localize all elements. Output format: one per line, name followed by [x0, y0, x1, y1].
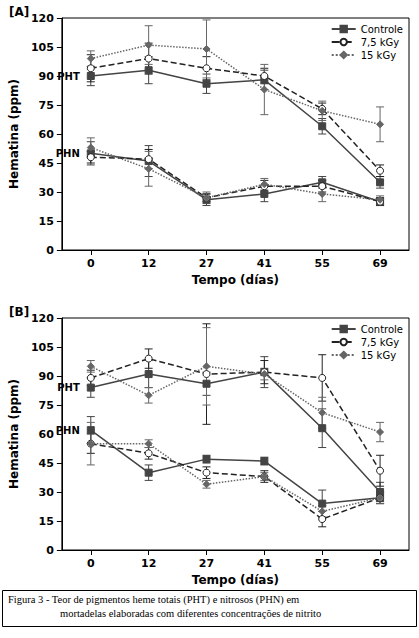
svg-text:30: 30 — [39, 186, 55, 199]
svg-text:Tempo (días): Tempo (días) — [192, 573, 279, 587]
svg-text:[A]: [A] — [9, 5, 29, 19]
svg-text:120: 120 — [31, 312, 54, 325]
svg-text:69: 69 — [372, 257, 387, 270]
svg-text:55: 55 — [315, 557, 330, 570]
svg-text:15 kGy: 15 kGy — [361, 50, 396, 61]
svg-text:41: 41 — [257, 557, 272, 570]
svg-text:75: 75 — [39, 399, 54, 412]
svg-text:41: 41 — [257, 257, 272, 270]
svg-text:0: 0 — [87, 257, 95, 270]
svg-text:PHN: PHN — [56, 148, 80, 159]
svg-text:0: 0 — [87, 557, 95, 570]
svg-text:Hematina (ppm): Hematina (ppm) — [7, 379, 21, 489]
svg-text:60: 60 — [39, 428, 55, 441]
svg-text:75: 75 — [39, 99, 54, 112]
svg-text:15 kGy: 15 kGy — [361, 350, 396, 361]
svg-text:mortadelas elaboradas com dife: mortadelas elaboradas com diferentes con… — [60, 608, 321, 619]
svg-text:45: 45 — [39, 157, 54, 170]
svg-text:105: 105 — [31, 341, 54, 354]
svg-text:PHT: PHT — [57, 71, 80, 82]
svg-text:PHT: PHT — [57, 382, 80, 393]
svg-text:7,5 kGy: 7,5 kGy — [361, 337, 400, 348]
svg-text:0: 0 — [46, 544, 54, 557]
svg-text:Tempo (días): Tempo (días) — [192, 273, 279, 287]
svg-text:105: 105 — [31, 41, 54, 54]
svg-text:69: 69 — [372, 557, 387, 570]
svg-text:7,5 kGy: 7,5 kGy — [361, 37, 400, 48]
svg-text:12: 12 — [141, 257, 156, 270]
svg-text:60: 60 — [39, 128, 55, 141]
svg-text:90: 90 — [39, 370, 55, 383]
svg-text:90: 90 — [39, 70, 55, 83]
svg-text:[B]: [B] — [9, 305, 29, 319]
svg-text:120: 120 — [31, 12, 54, 25]
svg-text:Figura 3 - Teor de pigmentos h: Figura 3 - Teor de pigmentos heme totais… — [8, 594, 299, 606]
svg-text:27: 27 — [199, 557, 214, 570]
svg-text:55: 55 — [315, 257, 330, 270]
svg-text:12: 12 — [141, 557, 156, 570]
svg-text:Controle: Controle — [361, 324, 403, 335]
svg-text:15: 15 — [39, 515, 54, 528]
svg-text:PHN: PHN — [56, 425, 80, 436]
svg-text:27: 27 — [199, 257, 214, 270]
svg-text:Controle: Controle — [361, 24, 403, 35]
svg-text:Hematina (ppm): Hematina (ppm) — [7, 79, 21, 189]
svg-text:45: 45 — [39, 457, 54, 470]
svg-text:0: 0 — [46, 244, 54, 257]
svg-text:15: 15 — [39, 215, 54, 228]
svg-text:30: 30 — [39, 486, 55, 499]
